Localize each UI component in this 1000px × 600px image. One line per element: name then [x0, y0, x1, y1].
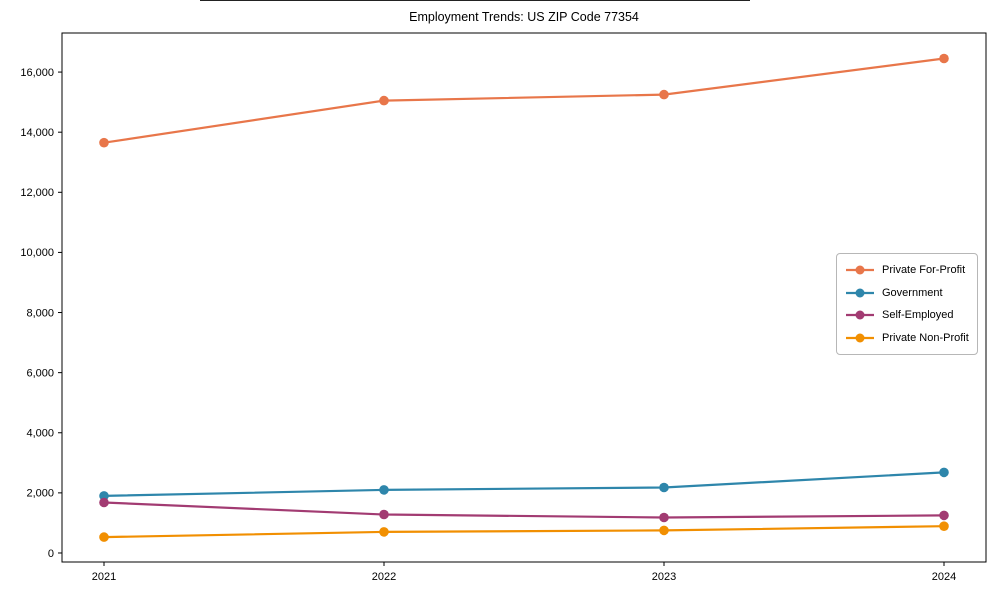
x-tick-label: 2023 [652, 571, 676, 583]
data-point [659, 89, 669, 100]
x-tick-label: 2021 [92, 571, 116, 583]
legend-item: Self-Employed [845, 304, 969, 327]
legend-line-marker-icon [846, 333, 874, 343]
legend-item: Private Non-Profit [845, 327, 969, 350]
data-point [379, 95, 389, 106]
legend-label: Private For-Profit [882, 264, 966, 277]
series-line-0 [102, 57, 946, 144]
plot-border [61, 32, 987, 563]
legend-item: Government [845, 282, 969, 305]
y-tick-label: 10,000 [20, 247, 54, 259]
series-line-1 [102, 471, 946, 497]
legend: Private For-Profit Government Self-Employe… [836, 253, 978, 355]
window-edge-artifact [200, 0, 750, 1]
y-tick-label: 6,000 [26, 367, 54, 379]
data-point [379, 527, 389, 537]
legend-line-marker-icon [846, 288, 874, 298]
data-point [939, 521, 949, 531]
data-point [659, 512, 669, 523]
data-point [99, 137, 109, 148]
data-point [379, 485, 389, 495]
data-point [939, 510, 949, 521]
legend-line-marker-icon [846, 310, 874, 320]
data-point [99, 497, 109, 508]
data-point [379, 509, 389, 520]
y-tick-label: 8,000 [26, 307, 54, 319]
data-point [939, 467, 949, 478]
series-line-3 [102, 525, 946, 539]
legend-label: Government [882, 286, 943, 299]
data-point [659, 482, 669, 493]
y-tick-label: 0 [48, 548, 54, 560]
y-tick-label: 2,000 [26, 488, 54, 500]
chart-title: Employment Trends: US ZIP Code 77354 [409, 10, 639, 24]
y-tick-label: 12,000 [20, 187, 54, 199]
data-point [99, 491, 109, 501]
data-point [939, 53, 949, 64]
data-point [659, 525, 669, 536]
legend-label: Private Non-Profit [882, 331, 969, 344]
data-point [99, 532, 109, 542]
y-tick-label: 14,000 [20, 127, 54, 139]
legend-line-marker-icon [846, 265, 874, 275]
series-line-2 [102, 501, 946, 519]
y-tick-label: 16,000 [20, 67, 54, 79]
legend-label: Self-Employed [882, 309, 954, 322]
x-tick-label: 2024 [932, 571, 956, 583]
x-tick-label: 2022 [372, 571, 396, 583]
y-tick-label: 4,000 [26, 428, 54, 440]
legend-item: Private For-Profit [845, 259, 969, 282]
